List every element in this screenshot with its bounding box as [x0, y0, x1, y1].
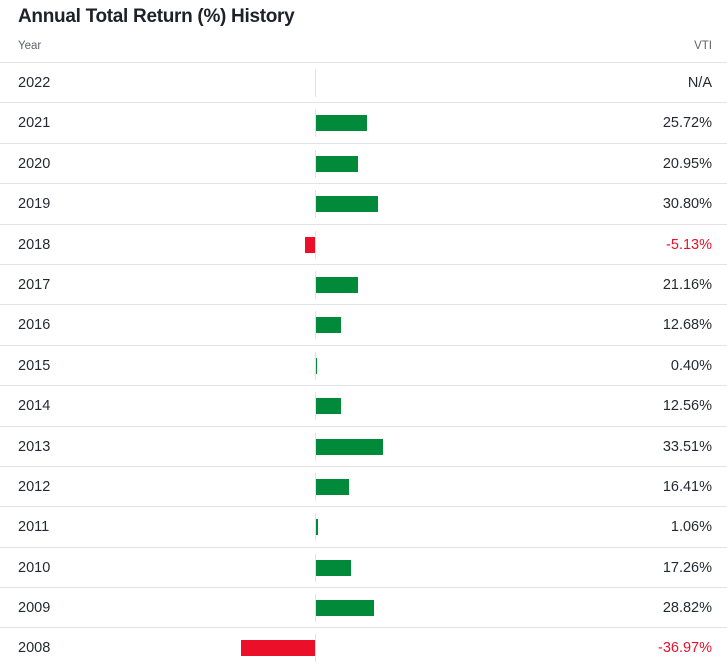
positive-return-bar [316, 519, 319, 536]
zero-axis-line [315, 270, 316, 299]
year-label: 2017 [18, 276, 51, 293]
return-value: 17.26% [662, 559, 712, 576]
year-label: 2011 [18, 519, 50, 536]
zero-axis-line [315, 634, 316, 663]
positive-return-bar [316, 357, 317, 374]
return-value: -5.13% [666, 236, 712, 253]
year-label: 2021 [18, 115, 51, 132]
return-value: 28.82% [662, 600, 712, 617]
table-row: 2011 1.06% [0, 507, 727, 548]
return-value: 21.16% [662, 276, 712, 293]
zero-axis-line [315, 230, 316, 259]
zero-axis-line [315, 351, 316, 380]
negative-return-bar [241, 640, 315, 657]
year-label: 2014 [18, 398, 51, 415]
positive-return-bar [316, 478, 349, 495]
positive-return-bar [316, 196, 378, 213]
year-label: 2015 [18, 357, 51, 374]
year-label: 2008 [18, 640, 51, 657]
return-value: 30.80% [662, 196, 712, 213]
year-label: 2013 [18, 438, 51, 455]
positive-return-bar [316, 115, 368, 132]
zero-axis-line [315, 190, 316, 219]
positive-return-bar [316, 155, 358, 172]
year-label: 2022 [18, 75, 51, 91]
table-row: 2014 12.56% [0, 386, 727, 427]
table-row: 2012 16.41% [0, 467, 727, 508]
return-value: 12.56% [662, 398, 712, 415]
year-label: 2020 [18, 155, 51, 172]
zero-axis-line [315, 513, 316, 542]
positive-return-bar [316, 438, 384, 455]
table-row: 2009 28.82% [0, 588, 727, 629]
zero-axis-line [315, 392, 316, 421]
table-row: 2017 21.16% [0, 265, 727, 306]
zero-axis-line [315, 553, 316, 582]
return-value: 0.40% [670, 357, 712, 374]
table-row: 2010 17.26% [0, 548, 727, 589]
return-value: 16.41% [662, 478, 712, 495]
year-label: 2012 [18, 478, 51, 495]
return-history-table: 2022 N/A 2021 25.72% 2020 20.95% 2019 30.80% 201… [0, 63, 727, 669]
return-value: 33.51% [662, 438, 712, 455]
return-value: 20.95% [662, 155, 712, 172]
year-label: 2010 [18, 559, 51, 576]
zero-axis-line [315, 472, 316, 501]
ticker-column-header: VTI [694, 40, 712, 52]
zero-axis-line [315, 594, 316, 623]
zero-axis-line [315, 109, 316, 138]
table-row: 2019 30.80% [0, 184, 727, 225]
positive-return-bar [316, 276, 359, 293]
table-row: 2020 20.95% [0, 144, 727, 185]
table-row: 2016 12.68% [0, 305, 727, 346]
return-value: 12.68% [662, 317, 712, 334]
return-value: 25.72% [662, 115, 712, 132]
positive-return-bar [316, 317, 342, 334]
table-row: 2015 0.40% [0, 346, 727, 387]
zero-axis-line [315, 432, 316, 461]
table-row: 2021 25.72% [0, 103, 727, 144]
header-divider [0, 62, 727, 63]
negative-return-bar [304, 236, 315, 253]
table-row: 2013 33.51% [0, 427, 727, 467]
zero-axis-line [315, 311, 316, 340]
return-value: 1.06% [670, 519, 712, 536]
table-row: 2008 -36.97% [0, 628, 727, 668]
table-row: 2022 N/A [0, 63, 727, 104]
return-value: -36.97% [657, 640, 712, 657]
positive-return-bar [316, 398, 342, 415]
chart-title: Annual Total Return (%) History [18, 6, 295, 27]
return-value: N/A [687, 75, 712, 91]
year-label: 2009 [18, 600, 51, 617]
year-column-header: Year [18, 40, 42, 52]
year-label: 2016 [18, 317, 51, 334]
table-row: 2018 -5.13% [0, 225, 727, 265]
positive-return-bar [316, 559, 351, 576]
positive-return-bar [316, 600, 374, 617]
year-label: 2018 [18, 236, 51, 253]
zero-axis-line [315, 149, 316, 178]
year-label: 2019 [18, 196, 51, 213]
zero-axis-line [315, 69, 316, 97]
